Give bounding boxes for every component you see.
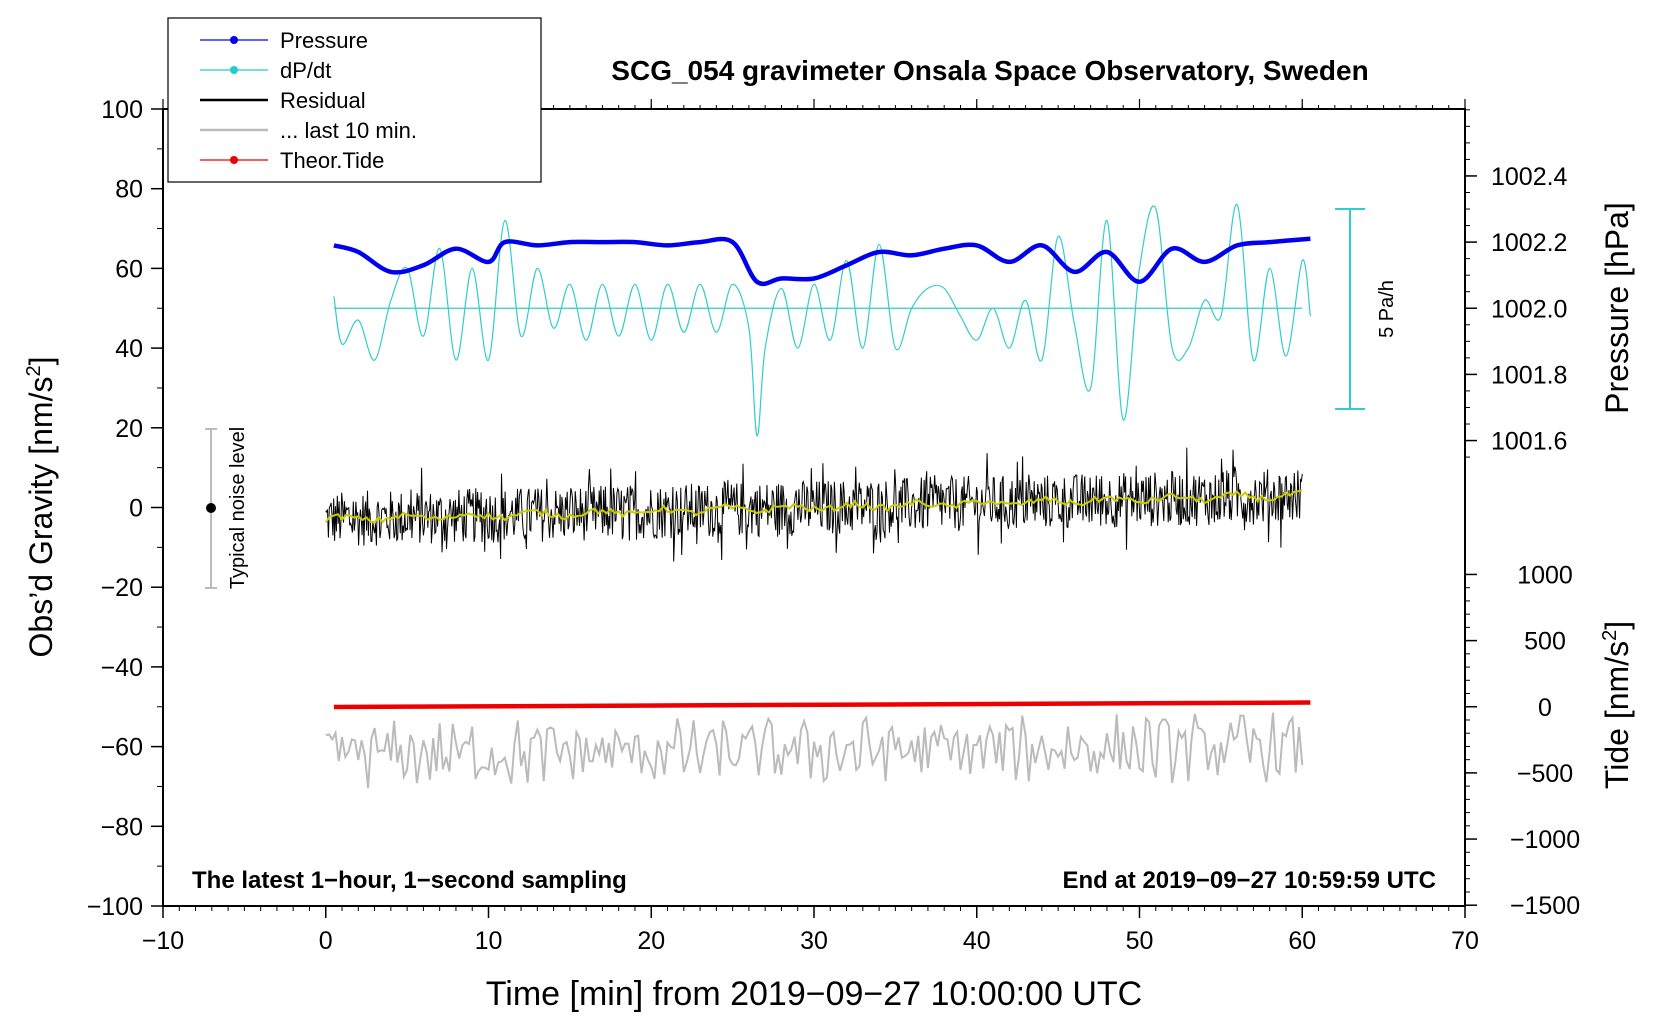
tide-tick-label: −500: [1517, 760, 1573, 788]
y-tick-label: −80: [101, 813, 143, 841]
last10-series-line: [325, 712, 1304, 789]
noise-level-bar: [205, 428, 217, 589]
x-axis-label: Time [min] from 2019−09−27 10:00:00 UTC: [486, 975, 1142, 1013]
tide-label-exp: 2: [1599, 630, 1621, 641]
pressure-tick-label: 1002.2: [1491, 229, 1567, 257]
legend-marker: [230, 156, 238, 164]
y-left-label-close: ]: [23, 357, 59, 366]
y-tick-label: −20: [101, 574, 143, 602]
legend-label: ... last 10 min.: [280, 118, 417, 143]
residual-series-line: [325, 447, 1303, 562]
legend-marker: [230, 66, 238, 74]
legend-marker: [230, 36, 238, 44]
y-axis-left-label: Obs’d Gravity [nm/s2]: [23, 357, 59, 658]
pressure-series-line: [333, 236, 1311, 287]
pressure-axis-ticks: 1002.4 1002.2 1002.0 1001.8 1001.6: [1465, 109, 1568, 458]
x-tick-label: 70: [1451, 927, 1479, 955]
x-tick-label: 40: [963, 927, 991, 955]
y-axis-left-ticks: 100 80 60 40 20 0 −20 −40 −60 −80 −100: [87, 96, 163, 921]
tide-axis-ticks: 1000 500 0 −500 −1000 −1500: [1465, 561, 1580, 920]
pressure-tick-label: 1002.0: [1491, 295, 1567, 323]
sampling-note: The latest 1−hour, 1−second sampling: [192, 867, 627, 894]
y-tick-label: −60: [101, 734, 143, 762]
x-tick-label: 50: [1126, 927, 1154, 955]
tide-tick-label: 500: [1524, 628, 1566, 656]
pressure-tick-label: 1001.8: [1491, 361, 1567, 389]
tide-label-close: ]: [1599, 621, 1635, 630]
legend-label: Residual: [280, 88, 366, 113]
y-left-label-text: Obs’d Gravity [nm/s: [23, 377, 59, 658]
tide-axis-label: Tide [nm/s2]: [1599, 621, 1635, 789]
tide-tick-label: 1000: [1517, 561, 1573, 589]
end-time-note: End at 2019−09−27 10:59:59 UTC: [1062, 867, 1436, 894]
y-tick-label: 80: [115, 176, 143, 204]
y-tick-label: 20: [115, 415, 143, 443]
tide-tick-label: −1500: [1510, 892, 1580, 920]
x-tick-label: 10: [475, 927, 503, 955]
legend-label: Theor.Tide: [280, 148, 384, 173]
dpdt-series-line: [333, 203, 1311, 437]
x-tick-label: 30: [800, 927, 828, 955]
x-tick-label: 0: [319, 927, 333, 955]
tide-tick-label: 0: [1538, 694, 1552, 722]
x-tick-label: 60: [1288, 927, 1316, 955]
tide-label-text: Tide [nm/s: [1599, 641, 1635, 789]
x-tick-label: 20: [637, 927, 665, 955]
noise-bar-center: [206, 503, 216, 513]
tide-tick-label: −1000: [1510, 826, 1580, 854]
y-left-label-exp: 2: [23, 365, 45, 376]
noise-label: Typical noise level: [227, 427, 249, 589]
x-axis-ticks: −10 0 10 20 30 40 50 60 70: [142, 99, 1479, 955]
rate-label: 5 Pa/h: [1376, 280, 1398, 338]
tide-series-line: [333, 700, 1311, 710]
pressure-tick-label: 1002.4: [1491, 163, 1568, 191]
legend-label: Pressure: [280, 28, 368, 53]
y-tick-label: 0: [129, 495, 143, 523]
x-tick-label: −10: [142, 927, 184, 955]
residual-mean-line: [324, 489, 1303, 524]
legend: Pressure dP/dt Residual ... last 10 min. The…: [167, 17, 542, 183]
legend-label: dP/dt: [280, 58, 331, 83]
pressure-tick-label: 1001.6: [1491, 428, 1567, 456]
pressure-axis-label: Pressure [hPa]: [1599, 202, 1635, 414]
y-tick-label: 100: [101, 96, 143, 124]
rate-bar: [1335, 208, 1365, 410]
y-tick-label: 60: [115, 255, 143, 283]
y-tick-label: 40: [115, 335, 143, 363]
y-tick-label: −100: [87, 893, 143, 921]
chart-title: SCG_054 gravimeter Onsala Space Observat…: [611, 55, 1368, 86]
series-group: [324, 203, 1311, 789]
y-tick-label: −40: [101, 654, 143, 682]
